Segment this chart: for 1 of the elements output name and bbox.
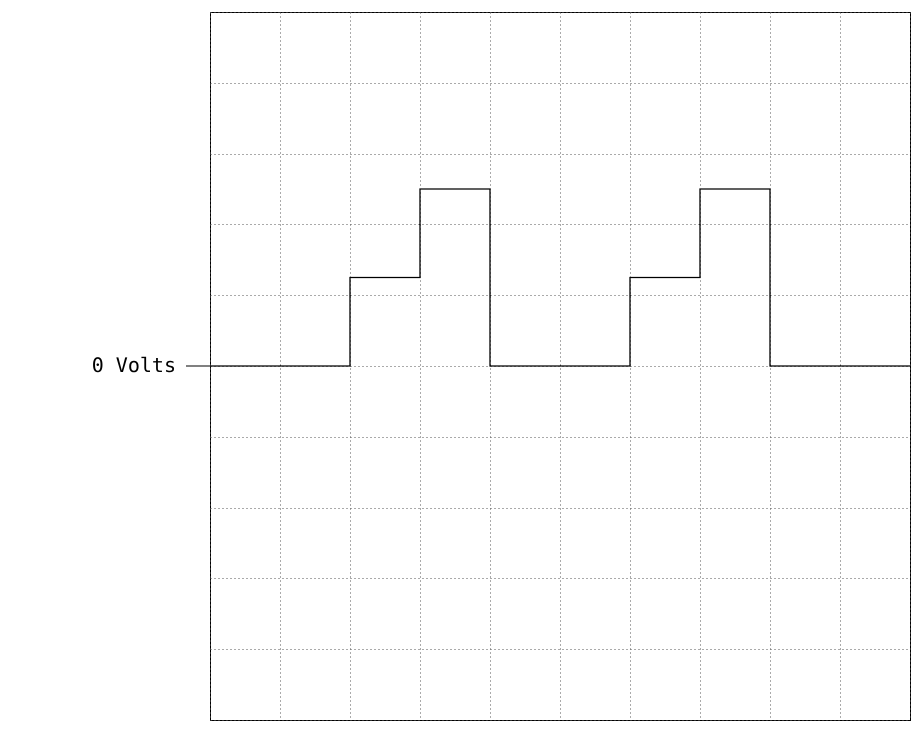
text: 0 Volts xyxy=(92,353,176,377)
